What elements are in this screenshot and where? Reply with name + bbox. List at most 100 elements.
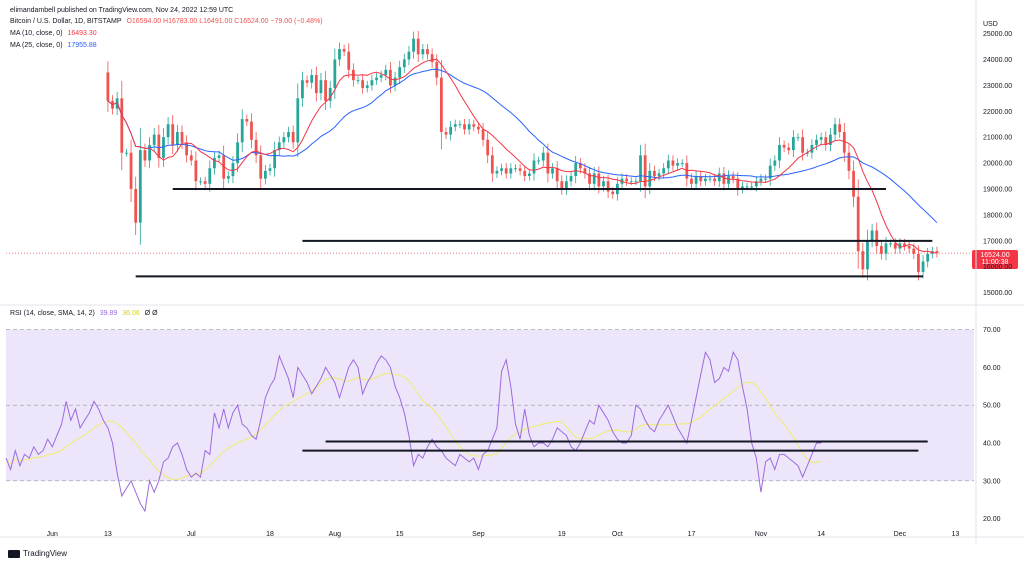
candle-body — [690, 178, 693, 184]
candle-body — [852, 170, 855, 197]
candle-body — [328, 87, 332, 101]
candle-body — [629, 181, 633, 183]
candle-body — [893, 243, 897, 249]
candle-body — [152, 134, 156, 145]
candle-body — [565, 181, 568, 189]
ohlc-values: O16594.00 H16783.00 L16491.00 C16524.00 … — [126, 18, 323, 25]
candle-body — [671, 160, 675, 166]
candle-body — [305, 80, 309, 83]
time-tick-label: Jun — [47, 531, 58, 538]
candle-body — [213, 157, 216, 169]
candle-body — [138, 150, 142, 223]
candle-body — [907, 246, 911, 249]
candle-body — [120, 98, 124, 153]
symbol-title[interactable]: Bitcoin / U.S. Dollar, 1D, BITSTAMP — [10, 18, 122, 25]
candle-body — [551, 168, 554, 174]
candle-body — [268, 168, 272, 171]
candle-body — [324, 80, 327, 101]
candle-body — [361, 80, 365, 88]
rsi-line — [5, 350, 822, 513]
candle-body — [277, 142, 281, 151]
candle-body — [741, 186, 744, 189]
candle-body — [569, 176, 573, 182]
time-tick-label: Jul — [187, 531, 196, 538]
price-tick-label: 23000.00 — [983, 83, 1012, 90]
candle-body — [694, 176, 698, 184]
candle-body — [393, 77, 397, 86]
candle-body — [486, 139, 490, 156]
candle-body — [759, 178, 763, 182]
candle-body — [426, 49, 429, 55]
candle-body — [291, 132, 295, 143]
candle-body — [416, 38, 420, 55]
tradingview-logo-icon — [8, 549, 20, 558]
rsi-sma-line — [5, 373, 822, 480]
candle-body — [477, 126, 480, 130]
candle-body — [389, 69, 392, 86]
candle-body — [379, 75, 383, 78]
candle-body — [375, 77, 378, 81]
candle-body — [495, 170, 499, 174]
candle-body — [662, 168, 666, 174]
candle-body — [180, 132, 184, 143]
candle-body — [263, 170, 267, 179]
candle-body — [838, 124, 842, 132]
candle-body — [602, 181, 605, 187]
rsi-tick-label: 70.00 — [983, 327, 1001, 334]
candle-body — [509, 168, 513, 174]
candle-body — [226, 176, 230, 179]
candle-body — [199, 181, 202, 183]
last-price-value: 16524.00 — [980, 252, 1010, 259]
candle-body — [583, 168, 587, 174]
ma10-label[interactable]: MA (10, close, 0) — [10, 30, 63, 37]
rsi-label[interactable]: RSI (14, close, SMA, 14, 2) — [10, 310, 95, 317]
candle-body — [407, 51, 411, 60]
candle-body — [356, 80, 360, 82]
candle-body — [736, 178, 740, 189]
candle-body — [750, 186, 754, 188]
price-tick-label: 16000.00 — [983, 264, 1012, 271]
candle-body — [254, 139, 258, 156]
price-tick-label: 18000.00 — [983, 212, 1012, 219]
candle-body — [703, 178, 707, 182]
candle-body — [657, 173, 661, 177]
candle-body — [148, 144, 151, 161]
rsi-extra: Ø Ø — [144, 310, 158, 317]
candle-body — [458, 124, 462, 126]
candle-body — [903, 243, 906, 246]
tradingview-logo[interactable]: TradingView — [8, 549, 67, 558]
time-tick-label: 14 — [817, 531, 825, 538]
candle-body — [162, 137, 165, 158]
candle-body — [310, 75, 314, 83]
candle-body — [717, 173, 721, 182]
candle-body — [273, 150, 277, 169]
candle-body — [884, 243, 888, 254]
candle-body — [754, 181, 758, 187]
candle-body — [861, 251, 865, 270]
candle-body — [301, 80, 304, 99]
currency-label: USD — [983, 21, 998, 28]
candle-body — [430, 54, 434, 63]
ma25-value: 17955.88 — [67, 42, 97, 49]
candle-body — [541, 152, 545, 161]
candle-body — [917, 253, 920, 272]
candle-body — [879, 246, 883, 254]
candle-body — [240, 119, 244, 143]
candle-body — [514, 168, 517, 170]
candle-body — [819, 137, 823, 140]
candle-body — [347, 51, 351, 70]
candle-body — [282, 137, 286, 143]
candle-body — [463, 124, 466, 130]
ma25-label[interactable]: MA (25, close, 0) — [10, 42, 63, 49]
candle-body — [296, 98, 300, 143]
candle-body — [796, 137, 800, 139]
candle-body — [815, 139, 818, 145]
ma10-line — [107, 58, 938, 254]
candle-body — [444, 132, 448, 135]
candle-body — [643, 155, 647, 187]
candle-body — [365, 85, 369, 88]
time-tick-label: 17 — [688, 531, 696, 538]
candle-body — [782, 144, 786, 148]
ma25-legend: MA (25, close, 0) 17955.88 — [10, 42, 100, 49]
